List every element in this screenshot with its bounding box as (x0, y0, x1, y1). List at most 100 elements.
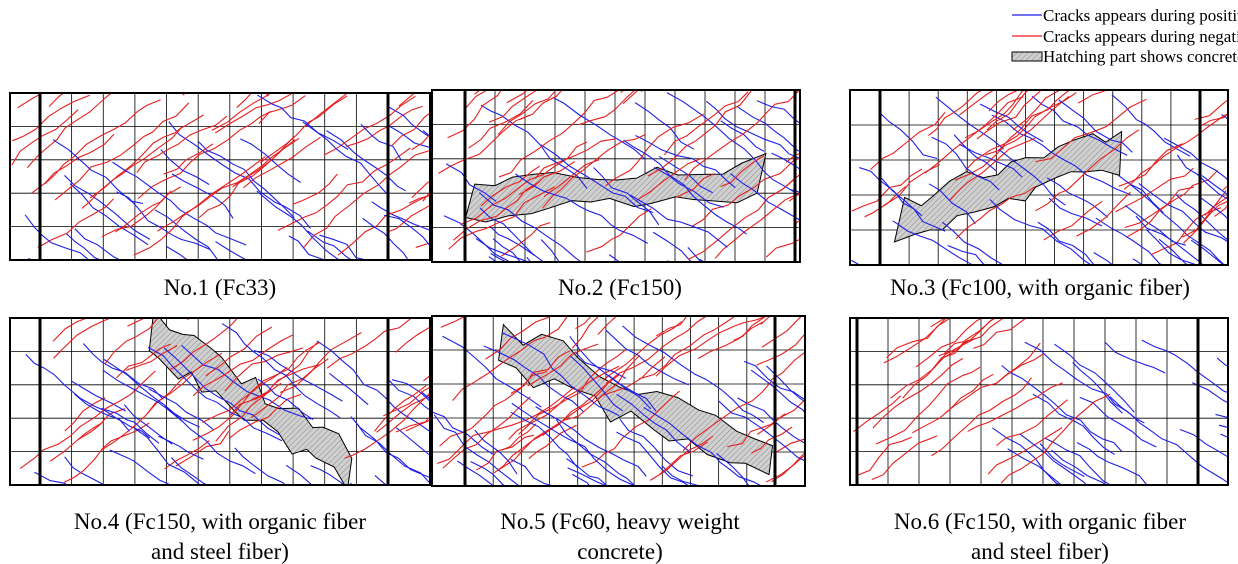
crack (388, 125, 430, 149)
crack (211, 94, 270, 131)
crack (996, 399, 1068, 447)
crack (234, 447, 286, 485)
crack (433, 414, 520, 486)
crack (453, 181, 540, 241)
crack (302, 121, 390, 197)
crack (70, 380, 127, 412)
crack (1037, 221, 1095, 265)
crack (440, 316, 467, 328)
crack (1051, 449, 1107, 485)
crack (931, 136, 1000, 191)
crack (25, 354, 151, 439)
crack (655, 316, 769, 377)
crack (30, 133, 115, 194)
crack (760, 316, 772, 325)
crack (251, 364, 320, 401)
crack (44, 99, 161, 185)
crack (483, 345, 585, 413)
crack (391, 112, 430, 146)
crack (476, 434, 535, 471)
crack (540, 239, 560, 262)
crack (163, 143, 214, 175)
crack (1000, 393, 1111, 484)
crack (928, 183, 976, 225)
crack (1129, 183, 1226, 265)
crack (387, 106, 430, 138)
crack (750, 369, 805, 415)
crack (938, 318, 1005, 357)
crack (480, 104, 588, 189)
crack (164, 406, 256, 475)
crack (892, 220, 974, 265)
crack (569, 335, 652, 410)
crack (1007, 448, 1063, 485)
crack (125, 345, 178, 372)
crack (285, 464, 313, 485)
crack (104, 318, 159, 365)
crack (383, 214, 430, 247)
crack (1227, 223, 1228, 225)
crack (64, 456, 106, 485)
crack (354, 420, 430, 484)
panel-frame (431, 315, 806, 487)
crack (1031, 95, 1128, 156)
crack (535, 406, 647, 477)
crack (319, 234, 367, 260)
crack (540, 144, 654, 214)
crack (602, 321, 682, 381)
crack (485, 316, 552, 360)
legend-hatch (1011, 51, 1043, 62)
crack (100, 352, 223, 451)
crack (251, 358, 329, 419)
crack (1135, 215, 1205, 265)
crack (474, 429, 518, 475)
crack (743, 360, 805, 401)
crack (243, 136, 321, 189)
crack (292, 173, 338, 205)
crack (629, 194, 728, 248)
crack (1046, 177, 1109, 218)
crack (1123, 112, 1228, 190)
crack (279, 332, 362, 394)
crack (890, 340, 967, 399)
crack (619, 418, 693, 477)
crack (82, 343, 164, 400)
crack (886, 318, 952, 359)
caption: No.3 (Fc100, with organic fiber) (890, 275, 1190, 300)
crack (716, 453, 750, 486)
caption: No.1 (Fc33) (164, 275, 276, 300)
crack (756, 100, 800, 125)
crack (102, 369, 184, 423)
crack (930, 318, 946, 328)
crack (133, 155, 266, 256)
crack (257, 378, 314, 421)
crack (737, 106, 800, 153)
crack (1054, 343, 1135, 413)
cracks (432, 316, 805, 486)
crack (134, 428, 202, 485)
crack (437, 386, 575, 464)
crack (1076, 442, 1148, 485)
cracks (438, 90, 800, 262)
legend-label: Cracks appears during negative loading (1043, 27, 1238, 46)
panel (849, 89, 1229, 266)
caption: concrete) (577, 539, 663, 564)
crack (411, 180, 430, 199)
crack (976, 90, 1042, 140)
crack (442, 335, 542, 408)
crack (470, 460, 506, 486)
crack (871, 435, 938, 480)
crack (488, 256, 498, 262)
crack (490, 252, 508, 262)
crack (988, 90, 1020, 112)
crack (949, 137, 1036, 201)
crack (405, 419, 430, 432)
crack (182, 93, 187, 96)
crack (181, 345, 312, 420)
crack (958, 143, 1023, 178)
crack (19, 370, 156, 469)
caption: No.2 (Fc150) (558, 275, 682, 300)
crack (157, 137, 300, 232)
crack (14, 93, 17, 94)
